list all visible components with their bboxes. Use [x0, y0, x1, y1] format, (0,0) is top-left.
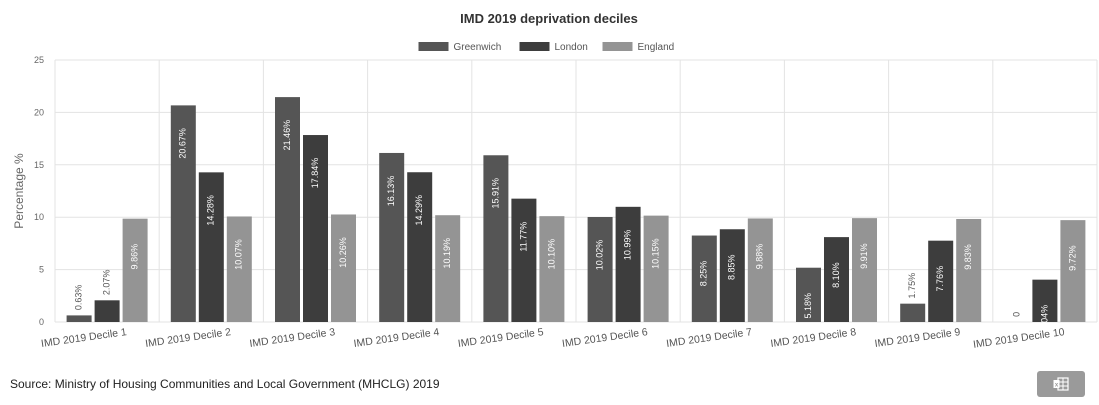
y-tick-label: 0 [39, 317, 44, 327]
bar-england [956, 218, 982, 322]
data-label: 10.02% [594, 240, 604, 271]
x-tick-label: IMD 2019 Decile 7 [666, 326, 753, 350]
data-label: 10.99% [622, 230, 632, 261]
data-label: 15.91% [490, 178, 500, 209]
data-label: 1.75% [907, 273, 917, 299]
legend-swatch-london [519, 42, 550, 51]
legend-swatch-greenwich [418, 42, 449, 51]
bar-greenwich [900, 303, 926, 322]
y-tick-label: 10 [34, 212, 44, 222]
export-excel-button[interactable]: x [1037, 371, 1085, 397]
legend-label-england: England [638, 42, 675, 53]
data-label: 11.77% [518, 222, 528, 252]
data-label: 8.25% [699, 261, 709, 287]
bar-england [747, 218, 773, 322]
data-label: 2.07% [101, 270, 111, 296]
bar-london [615, 206, 641, 322]
data-label: 8.85% [727, 254, 737, 280]
data-label: 0 [1011, 312, 1021, 317]
bar-england [435, 215, 461, 322]
data-label: 0.63% [73, 285, 83, 311]
bar-london [511, 198, 537, 322]
bar-england [852, 218, 877, 322]
x-tick-label: IMD 2019 Decile 4 [353, 326, 440, 350]
bar-london [198, 172, 224, 322]
bar-england [226, 216, 252, 322]
y-tick-label: 25 [34, 55, 44, 65]
bar-greenwich [796, 267, 821, 322]
y-axis-label: Percentage % [12, 153, 26, 229]
bar-london [407, 172, 433, 322]
chart-title: IMD 2019 deprivation deciles [460, 11, 638, 26]
data-label: 7.76% [935, 266, 945, 292]
y-tick-label: 5 [39, 265, 44, 275]
data-label: 20.67% [178, 128, 188, 159]
legend-label-london: London [555, 42, 588, 53]
data-label: 10.10% [546, 239, 556, 270]
bar-england [122, 218, 148, 322]
bar-england [331, 214, 356, 322]
data-label: 9.83% [963, 244, 973, 270]
bar-london [928, 240, 954, 322]
data-label: 14.29% [414, 195, 424, 226]
x-tick-label: IMD 2019 Decile 9 [874, 326, 961, 350]
x-tick-label: IMD 2019 Decile 2 [145, 326, 232, 350]
data-label: 21.46% [282, 120, 292, 151]
data-label: 10.07% [234, 239, 244, 270]
data-label: 14.28% [206, 195, 216, 226]
bar-england [643, 215, 669, 322]
bar-greenwich [275, 97, 300, 322]
data-label: 16.13% [386, 176, 396, 207]
data-label: 9.91% [859, 243, 869, 269]
source-note: Source: Ministry of Housing Communities … [10, 377, 440, 391]
bar-london [824, 237, 849, 322]
bar-london [719, 229, 745, 322]
excel-export-icon: x [1053, 377, 1069, 391]
x-tick-label: IMD 2019 Decile 1 [40, 326, 127, 350]
data-label: 10.26% [338, 237, 348, 268]
bar-greenwich [170, 105, 196, 322]
data-label: 17.84% [310, 158, 320, 189]
bar-london [1032, 279, 1058, 322]
bar-england [539, 216, 565, 322]
legend-label-greenwich: Greenwich [454, 42, 502, 53]
data-label: 5.18% [803, 293, 813, 319]
x-tick-label: IMD 2019 Decile 5 [457, 326, 544, 350]
bar-greenwich [379, 152, 405, 322]
data-label: 10.19% [442, 238, 452, 269]
x-tick-label: IMD 2019 Decile 6 [561, 326, 648, 350]
data-label: 9.72% [1067, 245, 1077, 271]
svg-text:x: x [1055, 383, 1059, 389]
bar-london [94, 300, 120, 322]
bar-greenwich [691, 235, 717, 322]
bar-greenwich [483, 155, 509, 322]
data-label: 4.04% [1039, 305, 1049, 331]
data-label: 10.15% [650, 238, 660, 269]
bar-greenwich [66, 315, 92, 322]
x-tick-label: IMD 2019 Decile 3 [249, 326, 336, 350]
legend-swatch-england [602, 42, 633, 51]
bar-london [303, 135, 328, 322]
x-tick-label: IMD 2019 Decile 10 [972, 326, 1065, 351]
y-tick-label: 15 [34, 160, 44, 170]
data-label: 9.86% [129, 244, 139, 270]
bar-greenwich [587, 216, 613, 322]
x-tick-label: IMD 2019 Decile 8 [770, 326, 857, 350]
data-label: 9.88% [755, 244, 765, 270]
data-label: 8.10% [831, 262, 841, 288]
y-tick-label: 20 [34, 107, 44, 117]
bar-england [1060, 220, 1086, 322]
